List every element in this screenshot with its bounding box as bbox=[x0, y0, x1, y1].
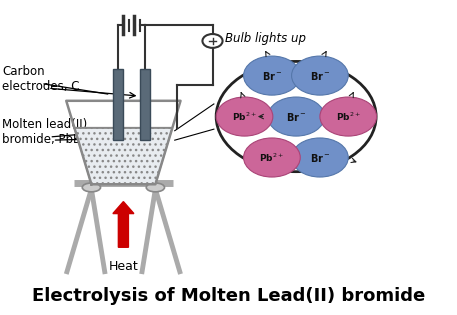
Circle shape bbox=[292, 138, 348, 177]
Circle shape bbox=[244, 138, 300, 177]
Circle shape bbox=[320, 97, 377, 136]
Text: Br$^-$: Br$^-$ bbox=[309, 152, 330, 163]
Polygon shape bbox=[74, 128, 172, 184]
FancyArrow shape bbox=[113, 202, 134, 247]
Text: Br$^-$: Br$^-$ bbox=[261, 70, 282, 82]
Text: Electrolysis of Molten Lead(II) bromide: Electrolysis of Molten Lead(II) bromide bbox=[32, 287, 425, 305]
Circle shape bbox=[268, 97, 324, 136]
Text: Pb$^{2+}$: Pb$^{2+}$ bbox=[260, 151, 284, 164]
Circle shape bbox=[216, 97, 273, 136]
Circle shape bbox=[292, 56, 348, 95]
Text: Bulb lights up: Bulb lights up bbox=[225, 32, 306, 45]
Text: Pb$^{2+}$: Pb$^{2+}$ bbox=[336, 110, 361, 123]
Ellipse shape bbox=[82, 183, 101, 192]
Text: Molten lead(II)
bromide, PbBr₂: Molten lead(II) bromide, PbBr₂ bbox=[2, 118, 91, 146]
Text: Br$^-$: Br$^-$ bbox=[309, 70, 330, 82]
Text: Pb$^{2+}$: Pb$^{2+}$ bbox=[232, 110, 257, 123]
Bar bbox=[113, 69, 123, 140]
Text: Br$^-$: Br$^-$ bbox=[286, 111, 307, 123]
Ellipse shape bbox=[146, 183, 165, 192]
Bar bbox=[140, 69, 150, 140]
Text: Carbon
electrodes, C: Carbon electrodes, C bbox=[2, 65, 80, 93]
Circle shape bbox=[244, 56, 300, 95]
Text: Heat: Heat bbox=[108, 260, 138, 273]
